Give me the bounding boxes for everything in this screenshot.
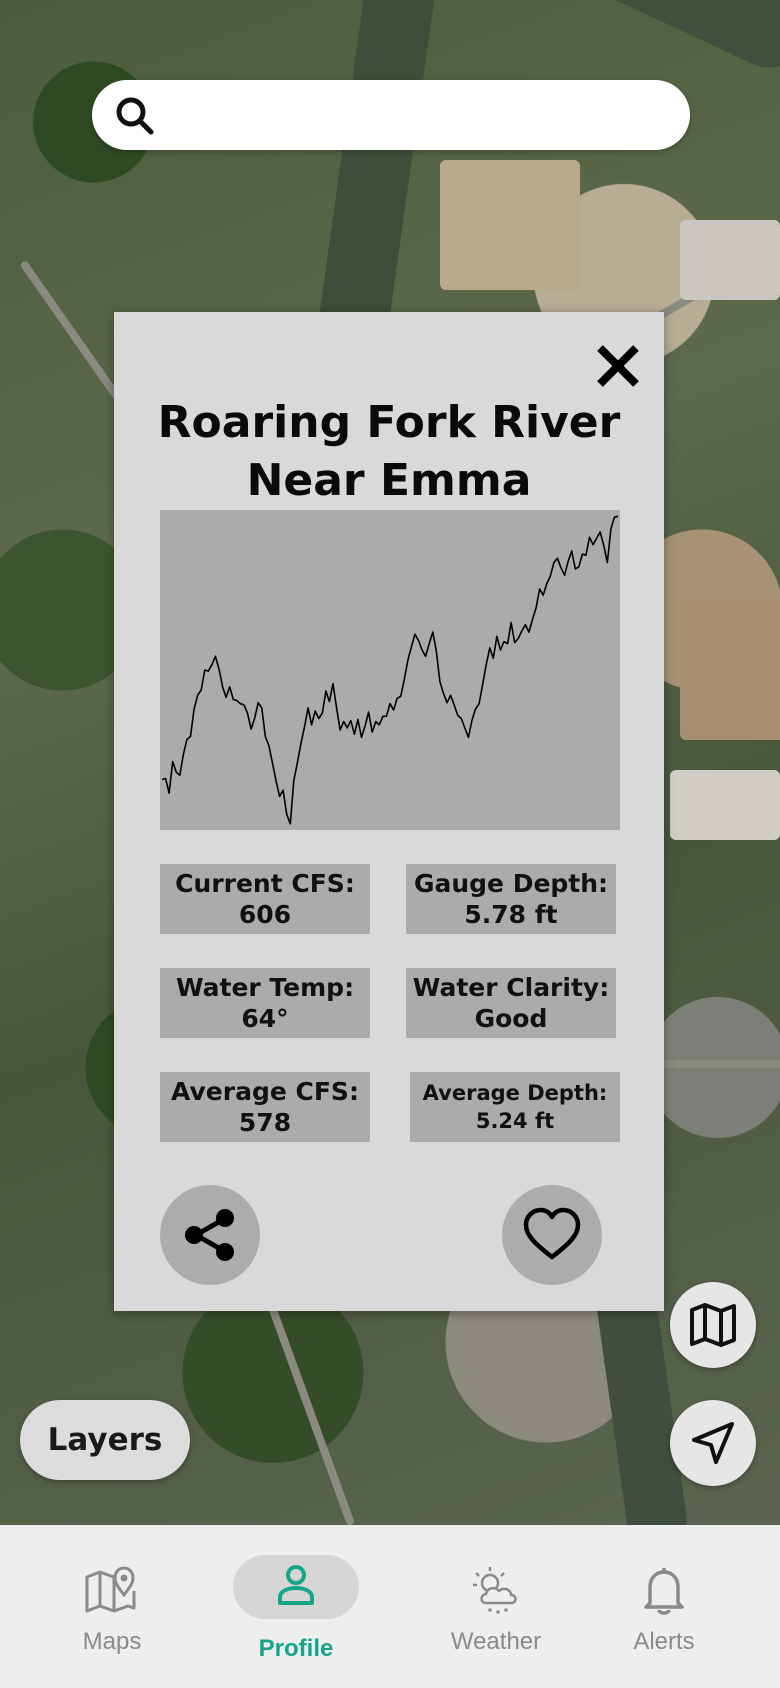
locate-me-button[interactable] (670, 1400, 756, 1486)
map-field (670, 770, 780, 840)
share-button[interactable] (160, 1185, 260, 1285)
river-info-popup: Roaring Fork River Near Emma Current CFS… (114, 312, 664, 1311)
nav-label: Profile (258, 1635, 334, 1662)
stat-value: Good (474, 1004, 548, 1033)
stat-label: Average CFS: (171, 1077, 359, 1106)
nav-item-maps[interactable]: Maps (32, 1525, 192, 1688)
stat-current-cfs: Current CFS: 606 (160, 864, 370, 934)
stat-gauge-depth: Gauge Depth: 5.78 ft (406, 864, 616, 934)
bottom-navigation: Maps Profile Weather Alerts (0, 1525, 780, 1688)
river-title: Roaring Fork River Near Emma (114, 394, 664, 510)
cloud-sun-icon (473, 1567, 517, 1614)
stat-label: Water Temp: (175, 973, 355, 1002)
navigation-arrow-icon (692, 1422, 734, 1464)
favorite-button[interactable] (502, 1185, 602, 1285)
stat-label: Current CFS: (175, 869, 355, 898)
map-field (680, 220, 780, 300)
stat-label: Water Clarity: (412, 973, 610, 1002)
stat-value: 5.24 ft (475, 1109, 555, 1133)
map-pin-icon (85, 1566, 136, 1613)
stat-average-cfs: Average CFS: 578 (160, 1072, 370, 1142)
stat-value: 64° (241, 1004, 289, 1033)
stat-value: 578 (238, 1108, 292, 1137)
nav-item-profile[interactable]: Profile (216, 1525, 376, 1688)
stat-water-clarity: Water Clarity: Good (406, 968, 616, 1038)
flow-chart (160, 510, 620, 830)
chart-series-line (161, 515, 619, 825)
stat-value: 606 (238, 900, 292, 929)
search-input[interactable] (172, 92, 666, 140)
river-title-line2: Near Emma (246, 455, 532, 506)
search-bar[interactable] (92, 80, 690, 150)
stat-value: 5.78 ft (464, 900, 558, 929)
nav-label: Alerts (633, 1628, 695, 1655)
map-river-segment (553, 0, 780, 81)
user-icon (278, 1565, 314, 1605)
close-icon[interactable] (594, 342, 642, 390)
layers-label: Layers (47, 1422, 163, 1458)
stat-label: Gauge Depth: (413, 869, 609, 898)
search-icon (116, 97, 154, 135)
bell-icon (644, 1568, 684, 1615)
map-icon (690, 1303, 736, 1347)
share-icon (185, 1209, 234, 1261)
layers-button[interactable]: Layers (20, 1400, 190, 1480)
stat-average-depth: Average Depth: 5.24 ft (410, 1072, 620, 1142)
nav-item-alerts[interactable]: Alerts (584, 1525, 744, 1688)
map-road (660, 1060, 780, 1068)
map-view-button[interactable] (670, 1282, 756, 1368)
nav-label: Weather (450, 1628, 542, 1655)
stat-label: Average Depth: (422, 1081, 608, 1105)
nav-label: Maps (82, 1628, 142, 1655)
river-title-line1: Roaring Fork River (157, 397, 621, 448)
heart-icon (523, 1207, 581, 1260)
stat-water-temp: Water Temp: 64° (160, 968, 370, 1038)
map-field (440, 160, 580, 290)
map-field (680, 600, 780, 740)
nav-item-weather[interactable]: Weather (416, 1525, 576, 1688)
flow-chart-svg (161, 515, 619, 825)
